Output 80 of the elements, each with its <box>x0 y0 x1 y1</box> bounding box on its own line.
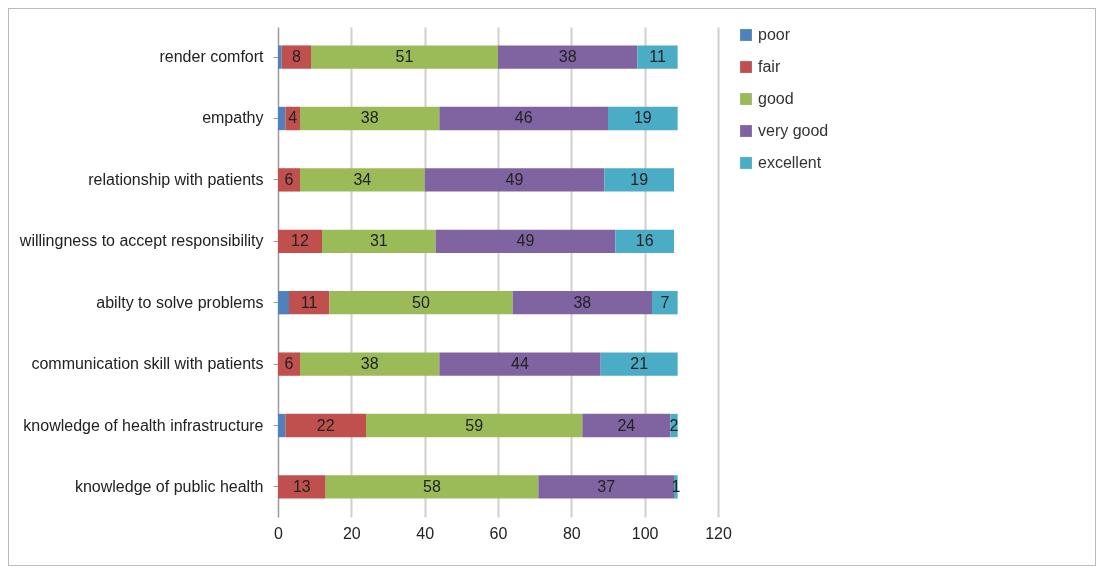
data-label: 16 <box>635 232 654 250</box>
x-tick-label: 40 <box>416 524 435 542</box>
data-label: 44 <box>511 355 529 373</box>
y-tick-label: knowledge of health infrastructure <box>23 416 264 434</box>
data-label: 34 <box>353 170 372 188</box>
data-label: 4 <box>288 109 298 127</box>
bar <box>329 291 513 315</box>
data-label: 51 <box>395 48 414 66</box>
bar <box>322 229 436 253</box>
bar <box>439 352 601 376</box>
x-tick-label: 100 <box>631 524 659 542</box>
data-label: 24 <box>617 416 636 434</box>
x-tick-label: 80 <box>562 524 581 542</box>
data-label: 22 <box>316 416 335 434</box>
bar <box>278 106 286 131</box>
bar <box>600 352 678 376</box>
bar <box>608 106 678 131</box>
bar <box>366 413 583 438</box>
legend-label: excellent <box>758 154 822 171</box>
bar <box>604 168 674 192</box>
data-label: 31 <box>369 232 388 250</box>
data-label: 58 <box>423 477 441 495</box>
bar <box>512 291 652 315</box>
y-tick-label: empathy <box>202 109 264 127</box>
legend-label: very good <box>758 122 829 139</box>
legend-label: good <box>758 90 794 107</box>
data-label: 12 <box>291 232 309 250</box>
x-tick-label: 20 <box>342 524 361 542</box>
data-label: 21 <box>630 355 649 373</box>
bar <box>285 413 366 438</box>
y-tick-label: abilty to solve problems <box>96 293 264 311</box>
data-label: 38 <box>573 293 592 311</box>
legend-label: fair <box>758 58 781 75</box>
data-label: 11 <box>649 48 666 66</box>
bar <box>278 413 286 438</box>
bar <box>278 475 326 499</box>
bar <box>300 106 440 131</box>
data-label: 6 <box>284 355 294 373</box>
bar <box>498 45 638 69</box>
bar <box>424 168 605 192</box>
y-tick-label: communication skill with patients <box>31 355 264 373</box>
bar <box>538 475 674 499</box>
data-label: 50 <box>412 293 430 311</box>
data-label: 49 <box>505 170 524 188</box>
data-label: 38 <box>360 109 379 127</box>
y-tick-label: render comfort <box>159 48 265 66</box>
data-label: 7 <box>660 293 670 311</box>
y-tick-label: knowledge of public health <box>74 477 264 495</box>
bar <box>278 45 282 69</box>
bar <box>300 352 440 376</box>
data-label: 59 <box>465 416 484 434</box>
data-label: 19 <box>630 170 649 188</box>
x-tick-label: 120 <box>705 524 732 542</box>
bar <box>582 413 671 438</box>
bar <box>637 45 678 69</box>
data-label: 19 <box>633 109 652 127</box>
data-label: 6 <box>284 170 294 188</box>
bar <box>615 229 674 253</box>
y-tick-label: willingness to accept responsibility <box>18 232 264 250</box>
data-label: 37 <box>597 477 616 495</box>
bar <box>435 229 616 253</box>
bar <box>652 291 678 315</box>
data-label: 38 <box>360 355 379 373</box>
data-label: 8 <box>291 48 301 66</box>
data-label: 49 <box>516 232 535 250</box>
data-label: 46 <box>514 109 533 127</box>
data-label: 38 <box>558 48 577 66</box>
bar <box>278 291 289 315</box>
y-tick-label: relationship with patients <box>88 170 264 188</box>
x-tick-label: 0 <box>274 524 284 542</box>
bar <box>300 168 425 192</box>
bar <box>311 45 498 69</box>
bar <box>439 106 608 131</box>
bar <box>281 45 311 69</box>
legend-label: poor <box>758 26 791 43</box>
data-label: 13 <box>292 477 311 495</box>
x-tick-label: 60 <box>489 524 508 542</box>
bar <box>325 475 539 499</box>
data-label: 11 <box>300 293 318 311</box>
data-label: 2 <box>669 416 679 434</box>
